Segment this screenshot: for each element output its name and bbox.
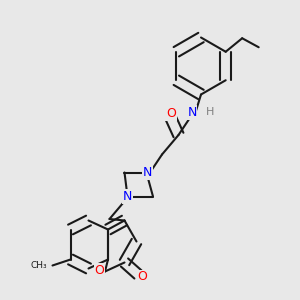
Text: H: H [206,106,214,117]
Text: O: O [166,107,176,121]
Text: N: N [143,166,152,179]
Text: N: N [187,106,197,119]
Text: CH₃: CH₃ [31,261,47,270]
Text: N: N [143,166,152,179]
Text: O: O [138,270,147,284]
Text: N: N [123,190,132,203]
Text: O: O [95,263,104,277]
